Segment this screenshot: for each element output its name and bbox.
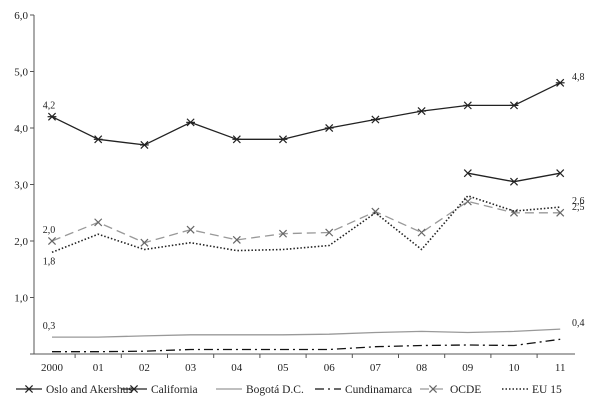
legend-item-california: California xyxy=(121,384,198,396)
series-ocde xyxy=(47,197,565,247)
data-label: 0,3 xyxy=(43,321,56,332)
legend-label: EU 15 xyxy=(532,384,562,396)
series-line-eu-15 xyxy=(51,195,561,254)
x-tick-label: 05 xyxy=(278,362,290,374)
x-tick-label: 09 xyxy=(462,362,474,374)
x-tick-label: 10 xyxy=(509,362,521,374)
data-label: 0,4 xyxy=(572,318,585,329)
data-label: 2,5 xyxy=(572,202,585,213)
data-label: 2,6 xyxy=(572,196,585,207)
series-bogot-d-c xyxy=(52,328,561,338)
legend-item-bogot-d-c: Bogotá D.C. xyxy=(216,384,304,396)
series-line-oslo-and-akershus xyxy=(51,82,561,146)
x-tick-label: 02 xyxy=(139,362,150,374)
legend: Oslo and Akershus California Bogotá D.C. Cu… xyxy=(16,384,562,396)
y-tick-label: 4,0 xyxy=(14,123,28,135)
series-line-bogot-d-c xyxy=(52,328,561,338)
legend-label: Oslo and Akershus xyxy=(46,384,133,396)
x-tick-label: 07 xyxy=(370,362,382,374)
x-tick-label: 04 xyxy=(231,362,243,374)
legend-label: Cundinamarca xyxy=(345,384,412,396)
series-line-california xyxy=(467,172,561,183)
y-tick-label: 3,0 xyxy=(14,180,28,192)
legend-marker xyxy=(129,384,139,394)
data-point-oslo-and-akershus xyxy=(417,107,426,116)
series-cundinamarca xyxy=(52,338,561,353)
data-point-ocde xyxy=(186,225,195,234)
series-california xyxy=(463,169,565,186)
legend-marker xyxy=(428,384,438,394)
x-tick-label: 06 xyxy=(324,362,336,374)
data-point-ocde xyxy=(278,229,288,238)
legend-label: OCDE xyxy=(450,384,481,396)
data-point-ocde xyxy=(94,218,103,227)
axes: 1,0 2,0 3,0 4,0 5,0 6,0 2000 01 02 03 04 05 06 07 08 09… xyxy=(14,10,575,374)
series-line-ocde xyxy=(51,200,561,244)
data-label: 2,0 xyxy=(43,225,56,236)
data-label: 4,2 xyxy=(43,101,56,112)
data-point-ocde xyxy=(417,228,426,237)
x-tick-label: 08 xyxy=(416,362,428,374)
series-line-cundinamarca xyxy=(52,338,561,353)
data-point-oslo-and-akershus xyxy=(140,140,149,149)
series-eu-15 xyxy=(51,195,561,254)
data-point-california xyxy=(463,169,472,178)
x-tick-label: 11 xyxy=(555,362,566,374)
legend-item-oslo-and-akershus: Oslo and Akershus xyxy=(16,384,133,396)
series-oslo-and-akershus xyxy=(47,78,565,149)
data-point-oslo-and-akershus xyxy=(278,135,288,144)
legend-marker xyxy=(24,384,34,394)
data-label: 1,8 xyxy=(43,256,56,267)
y-tick-label: 6,0 xyxy=(14,10,28,22)
data-point-oslo-and-akershus xyxy=(186,118,195,127)
legend-label: California xyxy=(151,384,198,396)
data-point-ocde xyxy=(47,236,57,246)
data-point-oslo-and-akershus xyxy=(509,101,519,110)
data-label: 4,8 xyxy=(572,72,585,83)
data-point-oslo-and-akershus xyxy=(555,78,565,87)
data-point-ocde xyxy=(325,228,334,237)
data-point-california xyxy=(509,177,519,186)
data-point-oslo-and-akershus xyxy=(93,135,103,144)
data-point-ocde xyxy=(556,208,565,217)
data-point-oslo-and-akershus xyxy=(371,115,380,124)
data-point-oslo-and-akershus xyxy=(463,101,473,110)
data-point-ocde xyxy=(232,235,241,244)
data-point-california xyxy=(556,169,565,178)
x-tick-label: 03 xyxy=(185,362,197,374)
data-point-ocde xyxy=(140,238,149,247)
data-point-oslo-and-akershus xyxy=(47,112,57,121)
series-layer xyxy=(47,78,565,353)
y-tick-label: 2,0 xyxy=(14,236,28,248)
legend-item-ocde: OCDE xyxy=(420,384,481,396)
y-tick-label: 1,0 xyxy=(14,293,28,305)
data-point-oslo-and-akershus xyxy=(324,123,334,133)
x-tick-label: 01 xyxy=(93,362,104,374)
legend-item-eu-15: EU 15 xyxy=(502,384,562,396)
legend-item-cundinamarca: Cundinamarca xyxy=(315,384,412,396)
x-tick-label: 2000 xyxy=(41,362,64,374)
data-point-oslo-and-akershus xyxy=(232,135,242,144)
y-tick-label: 5,0 xyxy=(14,67,28,79)
data-labels: 4,2 4,8 2,0 1,8 2,62,5 0,3 0,4 xyxy=(43,72,585,332)
legend-label: Bogotá D.C. xyxy=(246,384,304,396)
